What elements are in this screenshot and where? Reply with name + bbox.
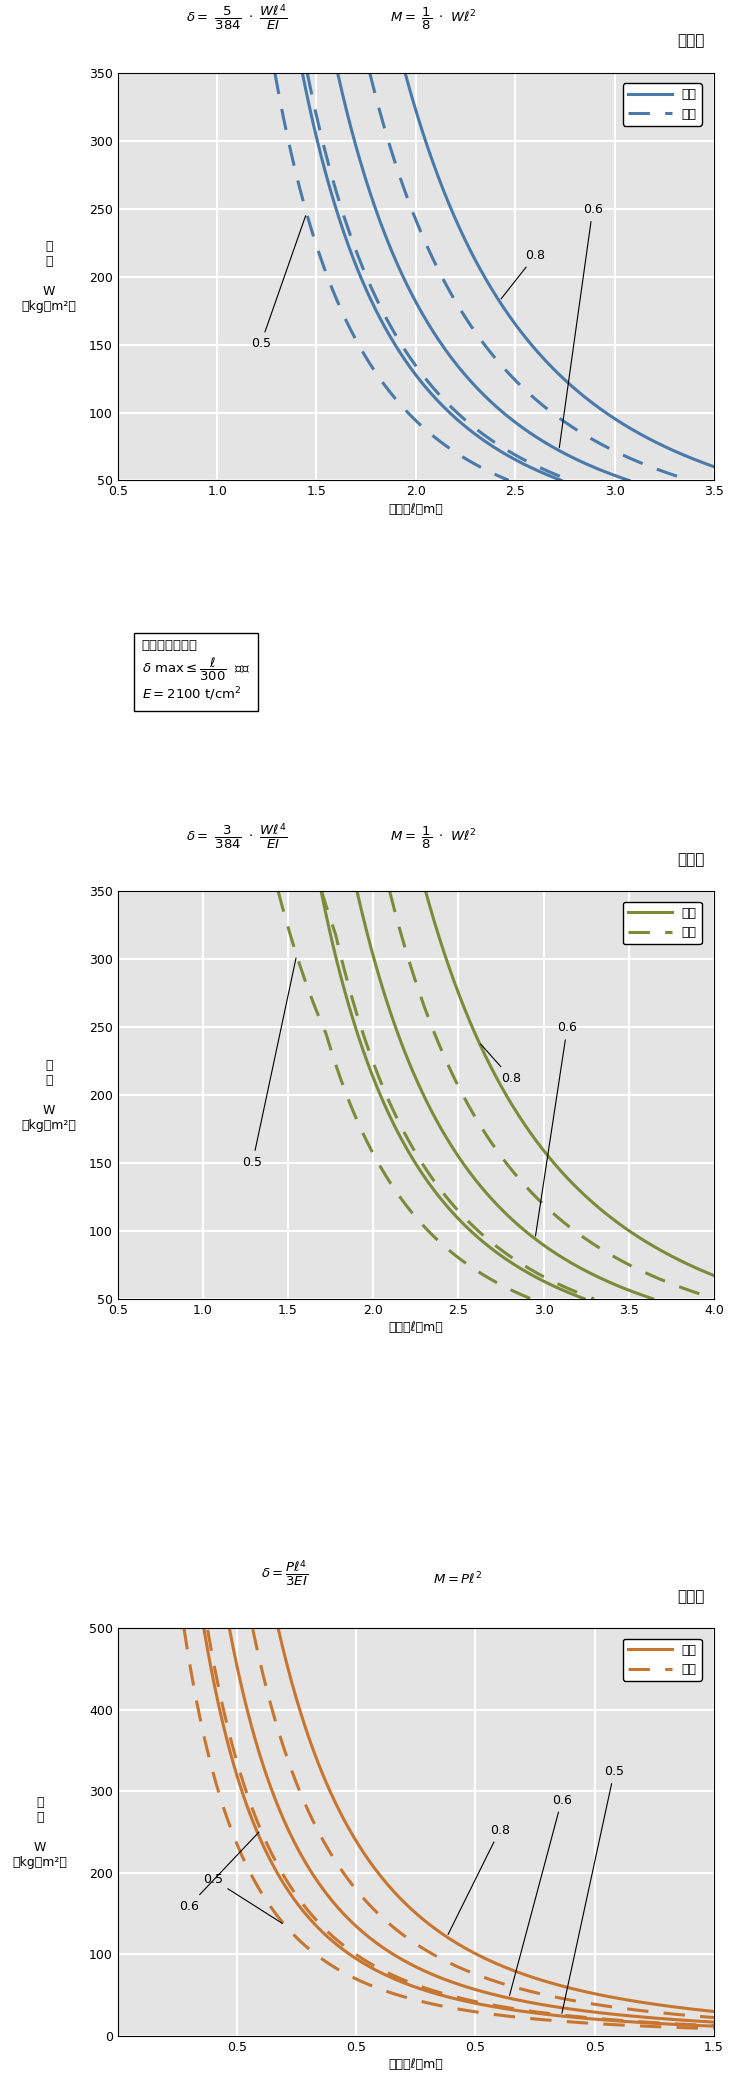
Text: 荷
重

W
（kg／m²）: 荷 重 W （kg／m²） [13, 1796, 68, 1869]
Text: $\delta=\ \dfrac{3}{384}\ \cdot\ \dfrac{W\ell^4}{EI}$: $\delta=\ \dfrac{3}{384}\ \cdot\ \dfrac{… [186, 821, 288, 850]
Text: 荷
重

W
（kg／m²）: 荷 重 W （kg／m²） [22, 1059, 77, 1132]
Text: $M=\ \dfrac{1}{8}\ \cdot\ W\ell^2$: $M=\ \dfrac{1}{8}\ \cdot\ W\ell^2$ [391, 825, 477, 850]
Text: 0.6: 0.6 [536, 1021, 577, 1236]
Text: 連続梁: 連続梁 [678, 852, 705, 867]
X-axis label: スパンℓ（m）: スパンℓ（m） [389, 2059, 443, 2071]
Text: 0.6: 0.6 [179, 1831, 259, 1913]
Text: 0.6: 0.6 [509, 1794, 572, 1996]
Text: （スパン間隔）
$\delta$ max$\leq\dfrac{\ell}{300}$  但、
$E = 2100$ t/cm$^2$: （スパン間隔） $\delta$ max$\leq\dfrac{\ell}{30… [141, 639, 250, 704]
Text: 0.5: 0.5 [562, 1764, 624, 2013]
Text: 0.5: 0.5 [251, 215, 305, 351]
Legend: 正圧, 負圧: 正圧, 負圧 [623, 902, 701, 944]
Text: 0.8: 0.8 [501, 248, 545, 299]
Text: 0.5: 0.5 [243, 958, 296, 1169]
Text: 0.8: 0.8 [448, 1823, 510, 1933]
X-axis label: スパンℓ（m）: スパンℓ（m） [389, 1322, 443, 1334]
Text: 荷
重

W
（kg／m²）: 荷 重 W （kg／m²） [22, 240, 77, 313]
X-axis label: スパンℓ（m）: スパンℓ（m） [389, 503, 443, 516]
Text: 0.6: 0.6 [559, 203, 603, 447]
Legend: 正圧, 負圧: 正圧, 負圧 [623, 1639, 701, 1681]
Text: $M=\ \dfrac{1}{8}\ \cdot\ W\ell^2$: $M=\ \dfrac{1}{8}\ \cdot\ W\ell^2$ [391, 6, 477, 31]
Text: 0.8: 0.8 [481, 1044, 521, 1084]
Text: 0.5: 0.5 [202, 1873, 283, 1923]
Text: $\delta=\ \dfrac{5}{384}\ \cdot\ \dfrac{W\ell^4}{EI}$: $\delta=\ \dfrac{5}{384}\ \cdot\ \dfrac{… [186, 2, 288, 31]
Text: $\delta=\dfrac{P\ell^4}{3EI}$: $\delta=\dfrac{P\ell^4}{3EI}$ [261, 1558, 308, 1587]
Text: 単純梁: 単純梁 [678, 33, 705, 48]
Text: $M=P\ell^2$: $M=P\ell^2$ [433, 1570, 482, 1587]
Legend: 正圧, 負圧: 正圧, 負圧 [623, 84, 701, 125]
Text: 片持梁: 片持梁 [678, 1589, 705, 1604]
